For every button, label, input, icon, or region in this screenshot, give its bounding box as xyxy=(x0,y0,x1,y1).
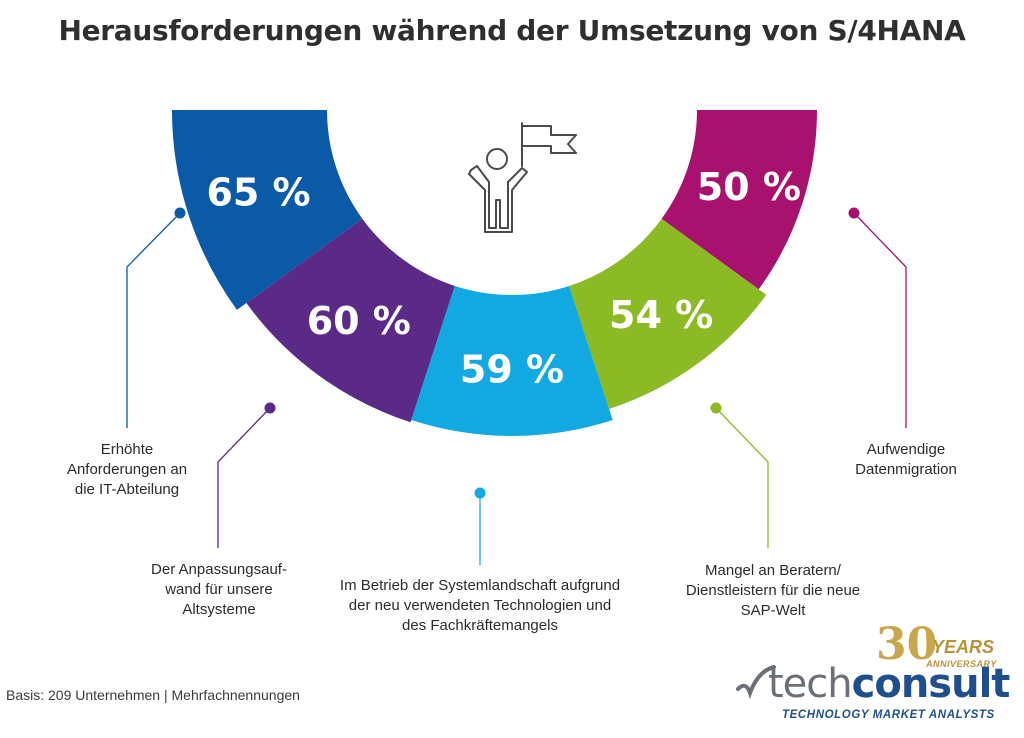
segment-datenmigration xyxy=(661,110,817,290)
value-label-systemlandschaft: 59 % xyxy=(460,348,564,392)
category-label-datenmigration: Aufwendige Datenmigration xyxy=(855,441,957,478)
segment-altsysteme xyxy=(246,218,455,423)
techconsult-logo: techconsult TECHNOLOGY MARKET ANALYSTS 3… xyxy=(736,619,1016,735)
category-label-berater: Mangel an Beratern/Dienstleistern für di… xyxy=(685,562,861,619)
swoosh-icon xyxy=(736,665,776,700)
leader-line-datenmigration xyxy=(853,212,907,428)
anniversary-badge: 30 xyxy=(876,619,938,670)
category-label-systemlandschaft: Im Betrieb der Systemlandschaft aufgrund… xyxy=(339,577,621,634)
value-label-datenmigration: 50 % xyxy=(697,165,801,209)
leader-dot-datenmigration xyxy=(848,207,860,219)
segment-systemlandschaft xyxy=(411,285,613,436)
segment-it-abteilung xyxy=(172,110,363,310)
value-label-it-abteilung: 65 % xyxy=(206,170,310,214)
category-label-it-abteilung: Erhöhte Anforderungen an die IT-Abteilung xyxy=(66,441,188,498)
leader-dot-berater xyxy=(710,402,722,414)
leader-line-berater xyxy=(715,407,769,548)
leader-dot-altsysteme xyxy=(264,402,276,414)
person-with-flag-icon xyxy=(468,122,577,233)
leader-dot-systemlandschaft xyxy=(474,487,486,499)
leader-line-it-abteilung xyxy=(126,212,181,428)
value-label-altsysteme: 60 % xyxy=(307,299,411,343)
segment-berater xyxy=(569,218,767,409)
category-label-altsysteme: Der Anpassungsauf-wand für unsere Altsyst… xyxy=(151,561,287,618)
page-title: Herausforderungen während der Umsetzung … xyxy=(58,14,966,47)
value-label-berater: 54 % xyxy=(609,293,713,337)
basis-note: Basis: 209 Unternehmen | Mehrfachnennung… xyxy=(6,687,300,703)
leader-dot-it-abteilung xyxy=(174,207,186,219)
leader-line-altsysteme xyxy=(217,407,271,548)
